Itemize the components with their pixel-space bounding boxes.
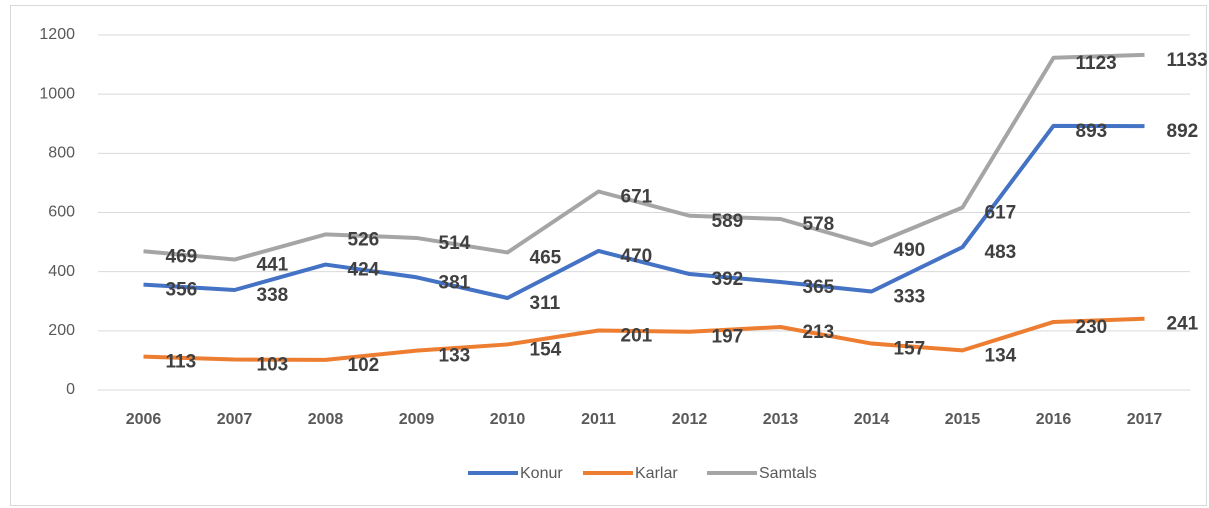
data-label: 154 xyxy=(530,339,562,360)
data-label: 578 xyxy=(803,214,835,235)
y-tick-label: 600 xyxy=(48,204,75,221)
data-label: 469 xyxy=(166,246,198,267)
data-label: 424 xyxy=(348,260,380,281)
data-label: 514 xyxy=(439,233,471,254)
data-label: 197 xyxy=(712,327,744,348)
x-tick-label: 2017 xyxy=(1127,411,1163,428)
x-tick-label: 2009 xyxy=(399,411,435,428)
x-tick-label: 2010 xyxy=(490,411,526,428)
legend-label: Samtals xyxy=(759,465,817,482)
data-label: 441 xyxy=(257,255,289,276)
data-label: 589 xyxy=(712,211,744,232)
data-label: 333 xyxy=(894,287,926,308)
x-tick-label: 2011 xyxy=(581,411,616,428)
data-label: 230 xyxy=(1076,317,1108,338)
x-tick-label: 2016 xyxy=(1036,411,1072,428)
x-tick-label: 2012 xyxy=(672,411,708,428)
data-label: 213 xyxy=(803,322,835,343)
data-label: 490 xyxy=(894,240,926,261)
y-tick-label: 400 xyxy=(48,263,75,280)
data-label: 311 xyxy=(530,293,561,314)
x-tick-label: 2007 xyxy=(217,411,253,428)
line-series xyxy=(143,316,1145,362)
data-label: 356 xyxy=(166,280,198,301)
data-label: 526 xyxy=(348,229,380,250)
data-label: 134 xyxy=(985,345,1017,366)
data-label: 102 xyxy=(348,355,380,376)
data-label: 617 xyxy=(985,202,1017,223)
y-tick-label: 200 xyxy=(48,322,75,339)
data-label: 157 xyxy=(894,339,926,360)
y-tick-label: 0 xyxy=(66,381,75,398)
x-tick-label: 2006 xyxy=(126,411,162,428)
y-tick-label: 800 xyxy=(48,145,75,162)
x-tick-label: 2013 xyxy=(763,411,799,428)
data-label: 103 xyxy=(257,355,289,376)
data-label: 1123 xyxy=(1076,53,1117,74)
data-label: 483 xyxy=(985,242,1017,263)
line-series xyxy=(143,123,1145,300)
x-tick-label: 2008 xyxy=(308,411,344,428)
data-label: 365 xyxy=(803,277,835,298)
data-label: 893 xyxy=(1076,121,1108,142)
data-label: 113 xyxy=(166,352,197,373)
data-label: 470 xyxy=(621,246,653,267)
data-label: 133 xyxy=(439,346,471,367)
data-label: 1133 xyxy=(1167,50,1208,71)
data-label: 671 xyxy=(621,187,653,208)
data-label: 892 xyxy=(1167,121,1199,142)
data-label: 465 xyxy=(530,247,562,268)
data-label: 241 xyxy=(1167,314,1199,335)
chart-border xyxy=(10,5,1207,506)
x-tick-label: 2014 xyxy=(854,411,890,428)
legend-label: Konur xyxy=(520,465,563,482)
x-tick-label: 2015 xyxy=(945,411,981,428)
y-tick-label: 1200 xyxy=(39,26,75,43)
data-label: 392 xyxy=(712,269,744,290)
line-series xyxy=(143,52,1145,262)
data-label: 338 xyxy=(257,285,289,306)
data-label: 201 xyxy=(621,326,653,347)
y-tick-label: 1000 xyxy=(39,85,75,102)
data-label: 381 xyxy=(439,272,471,293)
legend-label: Karlar xyxy=(635,465,678,482)
